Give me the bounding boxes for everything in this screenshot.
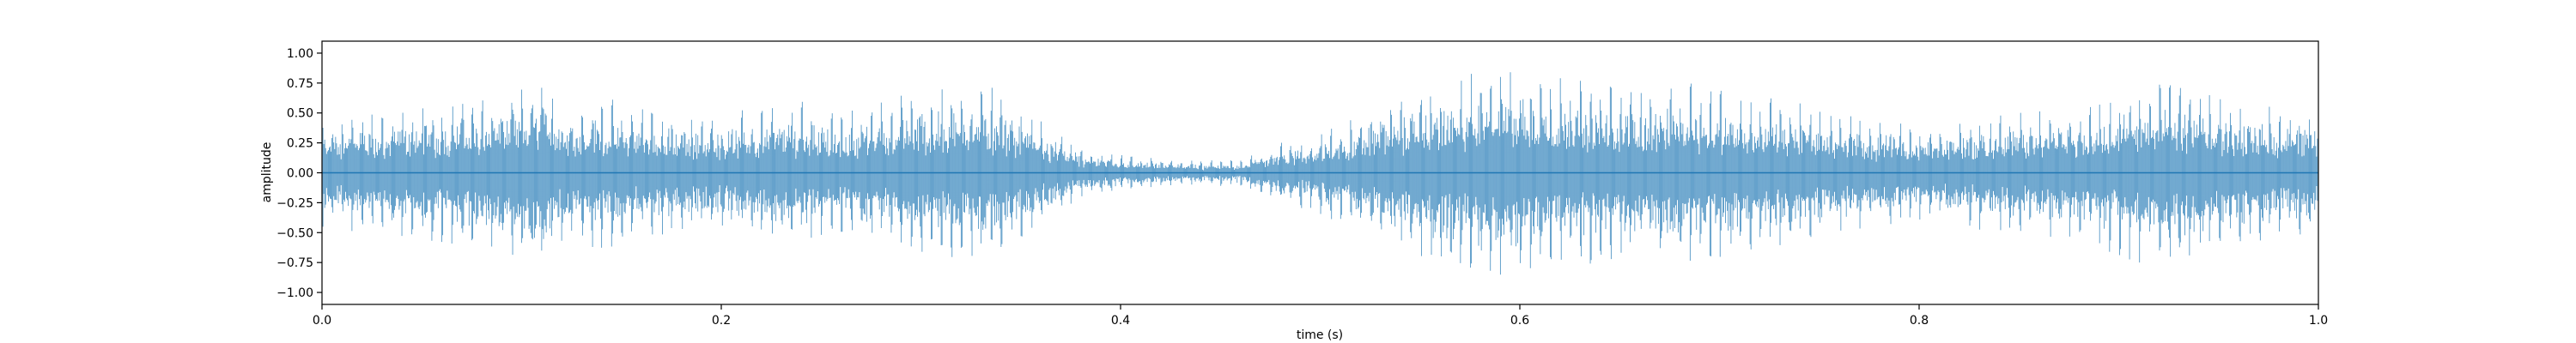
x-tick-label: 0.8 [1910,314,1929,328]
y-tick-label: 0.25 [287,137,313,151]
x-tick-label: 0.6 [1510,314,1529,328]
x-axis-label: time (s) [1297,328,1343,342]
x-tick-label: 0.0 [313,314,331,328]
x-axis-ticks: 0.0 0.2 0.4 0.6 0.8 1.0 [313,304,2328,328]
x-tick-label: 0.4 [1111,314,1130,328]
y-tick-label: −0.75 [276,256,313,270]
y-tick-label: 0.75 [287,77,313,91]
x-tick-label: 0.2 [712,314,731,328]
x-tick-label: 1.0 [2309,314,2328,328]
y-tick-label: 0.50 [287,107,313,121]
y-tick-label: −1.00 [276,286,313,300]
y-tick-label: −0.25 [276,196,313,210]
y-axis-ticks: 1.00 0.75 0.50 0.25 0.00 −0.25 −0.50 −0.75 −1.00 [276,47,322,300]
y-tick-label: 1.00 [287,47,313,61]
y-axis-label: amplitude [260,142,274,203]
y-tick-label: −0.50 [276,226,313,240]
y-tick-label: 0.00 [287,167,313,181]
